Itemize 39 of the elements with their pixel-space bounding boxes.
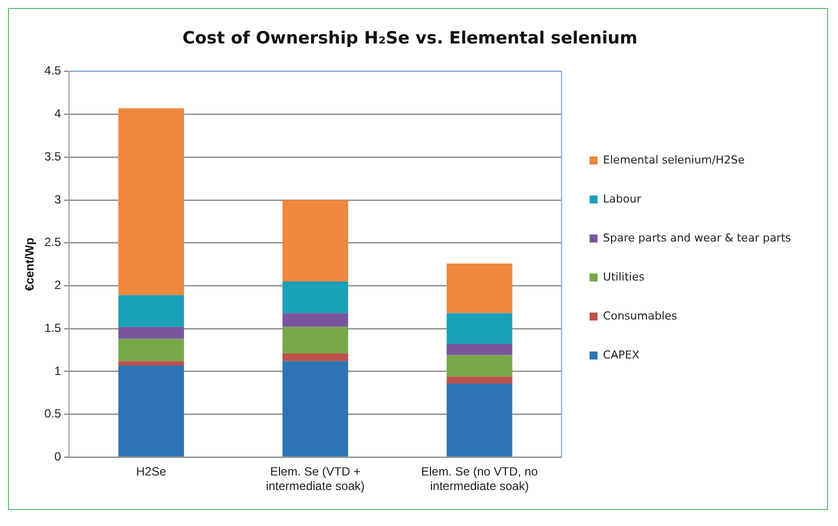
bar	[282, 353, 348, 362]
legend-label: Utilities	[603, 270, 645, 284]
bar	[446, 383, 512, 456]
legend-label: CAPEX	[603, 348, 640, 362]
legend-label: Elemental selenium/H2Se	[603, 153, 745, 166]
y-tick-label: 0.5	[44, 406, 62, 421]
y-tick-label: 1	[54, 364, 62, 378]
y-tick-label: 3	[54, 192, 62, 206]
x-tick-label: Elem. Se (no VTD, no intermediate soak)	[421, 464, 538, 494]
bar	[282, 361, 348, 456]
bar	[118, 108, 184, 296]
bar	[118, 365, 184, 456]
y-tick-label: 3.5	[44, 149, 62, 164]
y-tick-label: 4	[54, 106, 62, 121]
y-tick-label: 0	[54, 450, 62, 464]
bar	[118, 338, 184, 362]
legend-label: Labour	[603, 192, 642, 206]
bar	[118, 326, 184, 339]
bar	[446, 263, 512, 314]
x-tick-label: H2Se	[136, 464, 166, 479]
x-tick-label: Elem. Se (VTD + intermediate soak)	[266, 464, 365, 494]
bar	[282, 326, 348, 354]
bar	[282, 281, 348, 314]
bar	[446, 376, 512, 384]
y-axis-title: €cent/Wp	[22, 238, 37, 291]
bar	[118, 295, 184, 327]
bar	[446, 344, 512, 356]
bar	[118, 361, 184, 366]
y-tick-label: 4.5	[44, 64, 62, 78]
legend-label: Consumables	[603, 309, 678, 322]
bar	[446, 313, 512, 344]
y-tick-label: 2.5	[44, 235, 62, 250]
y-tick-label: 2	[54, 278, 62, 292]
chart-title: Cost of Ownership H₂Se vs. Elemental selenium	[182, 28, 638, 49]
bar	[446, 355, 512, 377]
bar	[282, 200, 348, 282]
y-tick-label: 1.5	[44, 320, 62, 335]
legend-label: Spare parts and wear & tear parts	[603, 231, 792, 244]
bar	[282, 313, 348, 327]
